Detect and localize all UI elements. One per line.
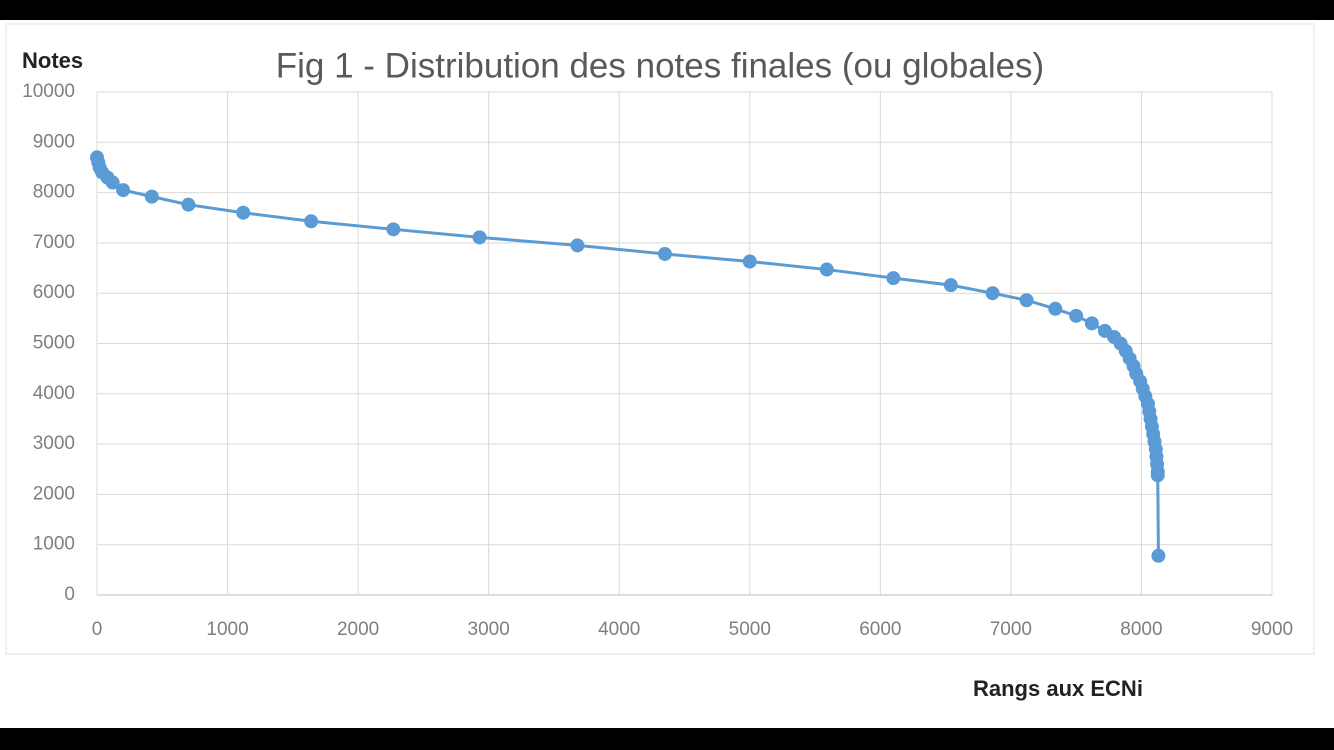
y-tick-label: 8000 xyxy=(33,182,75,203)
y-tick-label: 2000 xyxy=(33,483,75,504)
y-tick-label: 1000 xyxy=(33,534,75,555)
y-tick-label: 7000 xyxy=(33,232,75,253)
y-tick-label: 4000 xyxy=(33,383,75,404)
data-point xyxy=(304,214,319,229)
data-point xyxy=(570,238,585,253)
data-point xyxy=(985,286,1000,301)
data-point xyxy=(886,271,901,286)
y-tick-label: 5000 xyxy=(33,333,75,354)
data-point xyxy=(1150,468,1165,483)
data-point xyxy=(144,189,159,204)
y-tick-label: 3000 xyxy=(33,433,75,454)
data-point xyxy=(236,205,251,220)
y-tick-label: 6000 xyxy=(33,282,75,303)
data-point xyxy=(105,175,120,190)
background xyxy=(0,20,1334,728)
y-axis-label: Notes xyxy=(22,48,83,73)
x-tick-label: 9000 xyxy=(1251,619,1293,640)
data-point xyxy=(116,183,131,198)
x-tick-label: 3000 xyxy=(468,619,510,640)
x-tick-label: 0 xyxy=(92,619,103,640)
data-point xyxy=(1084,316,1099,331)
data-point xyxy=(1048,301,1063,316)
x-tick-label: 5000 xyxy=(729,619,771,640)
y-tick-label: 0 xyxy=(64,584,75,605)
data-point xyxy=(819,262,834,277)
data-point xyxy=(943,278,958,293)
x-tick-label: 2000 xyxy=(337,619,379,640)
data-point xyxy=(472,230,487,245)
x-tick-label: 1000 xyxy=(206,619,248,640)
x-tick-label: 6000 xyxy=(859,619,901,640)
x-axis-label: Rangs aux ECNi xyxy=(973,676,1143,701)
y-tick-label: 9000 xyxy=(33,131,75,152)
data-point xyxy=(1151,548,1166,563)
chart-title: Fig 1 - Distribution des notes finales (… xyxy=(276,46,1044,85)
data-point xyxy=(657,246,672,261)
x-tick-label: 4000 xyxy=(598,619,640,640)
data-point xyxy=(742,254,757,269)
y-tick-label: 10000 xyxy=(22,81,75,102)
x-tick-label: 8000 xyxy=(1120,619,1162,640)
data-point xyxy=(386,222,401,237)
chart-frame xyxy=(5,23,1315,655)
data-point xyxy=(181,197,196,212)
data-point xyxy=(1019,293,1034,308)
x-tick-label: 7000 xyxy=(990,619,1032,640)
data-point xyxy=(1069,308,1084,323)
